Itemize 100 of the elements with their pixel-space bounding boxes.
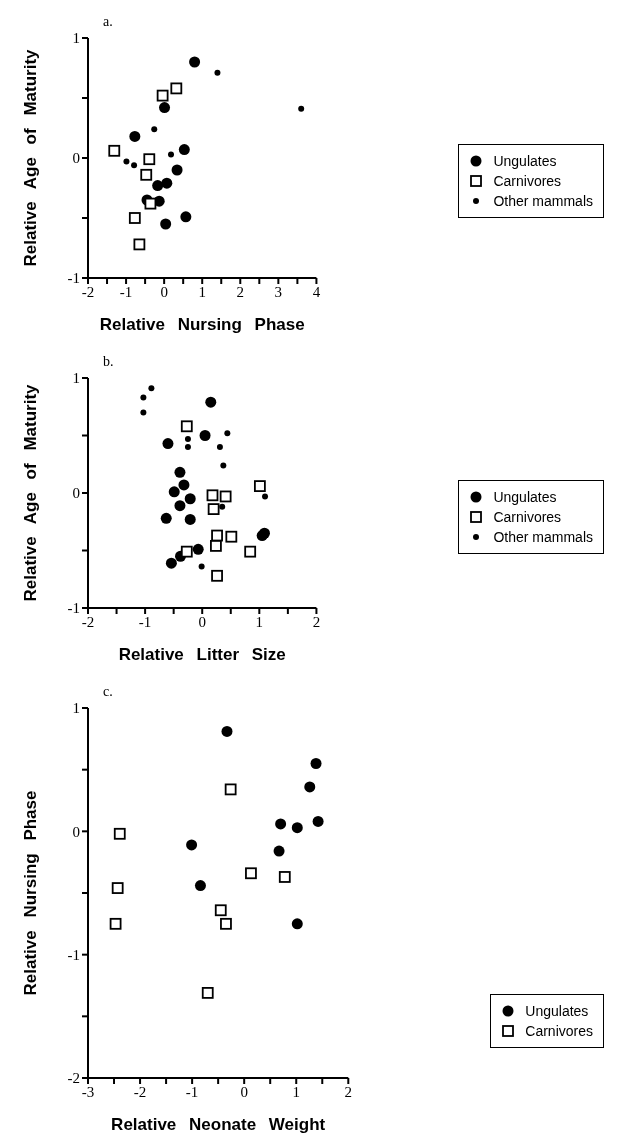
point [199,430,211,441]
x-tick-label: -1 [138,613,152,630]
point [275,818,287,830]
point [156,89,169,102]
point [131,162,138,169]
point [278,871,291,883]
point [168,486,180,498]
chart-title: b. [103,354,114,370]
y-tick-label: -2 [67,1070,80,1087]
x-tick-label: 4 [312,283,321,300]
point [160,512,172,524]
legend-label: Carnivores [493,172,562,191]
point [174,500,186,512]
x-axis-title: Relative Neonate Weight [111,1115,326,1134]
x-tick-label: -2 [133,1083,147,1100]
x-tick-label: 2 [344,1083,353,1100]
legend-label: Carnivores [493,508,562,527]
point [170,82,183,95]
y-tick-label: 0 [72,823,80,840]
y-tick-label: 0 [72,485,80,502]
legend-label: Ungulates [525,1002,589,1021]
y-axis-title: Relative Age of Maturity [21,48,41,267]
point [220,917,232,930]
x-tick-label: -3 [81,1083,95,1100]
point [184,435,191,442]
point [159,102,171,114]
point [220,462,227,469]
y-tick-label: 1 [72,30,80,47]
point [214,69,221,76]
point [253,480,266,492]
point [133,238,146,251]
x-tick-label: 2 [236,283,245,300]
point [109,917,122,930]
point [224,783,237,796]
y-tick-label: 1 [72,370,80,387]
point [140,394,147,401]
legend-label: Ungulates [493,488,557,507]
point [304,781,316,793]
point [180,545,193,558]
legend-label: Other mammals [493,528,593,547]
point [129,130,141,142]
point [206,489,219,502]
point [245,867,257,880]
point [262,493,269,500]
point [194,880,206,892]
point [210,540,222,552]
point [291,822,303,834]
y-tick-label: -1 [67,946,80,963]
x-tick-label: 0 [240,1083,248,1100]
point [207,503,220,515]
point [198,563,205,570]
point [151,126,158,133]
point [221,725,233,737]
point [160,218,172,230]
point [205,396,217,408]
point [128,212,141,224]
point [162,438,174,450]
point [148,385,155,392]
point [184,493,196,505]
point [291,918,303,930]
point [165,557,177,569]
point [108,144,121,157]
point [184,513,196,525]
point [224,430,231,437]
point [310,758,322,769]
point [211,569,223,582]
point [216,444,223,450]
point [161,177,173,189]
x-axis-title: Relative Litter Size [118,645,286,664]
point [144,197,157,210]
y-tick-label: -1 [67,600,80,617]
y-axis-title: Relative Nursing Phase [21,790,41,996]
point [111,882,124,894]
point [174,466,186,478]
x-tick-label: 3 [274,283,283,300]
point [140,409,147,416]
point [184,444,191,450]
point [152,180,164,192]
x-tick-label: 0 [198,613,206,630]
point [140,168,153,181]
point [298,105,305,112]
y-tick-label: 1 [72,700,80,717]
point [113,827,126,840]
point [312,815,324,827]
x-tick-label: -1 [119,283,133,300]
point [186,839,198,851]
legend-label: Other mammals [493,192,593,211]
point [201,987,214,999]
y-tick-label: -1 [67,270,80,287]
y-axis-title: Relative Age of Maturity [21,383,41,602]
y-tick-label: 0 [72,150,80,167]
point [180,211,192,223]
chart-title: a. [103,14,113,30]
x-axis-title: Relative Nursing Phase [99,315,305,334]
x-tick-label: -1 [185,1083,199,1100]
point [189,56,201,68]
point [123,158,130,165]
point [192,543,204,555]
point [244,545,257,558]
point [167,151,174,158]
